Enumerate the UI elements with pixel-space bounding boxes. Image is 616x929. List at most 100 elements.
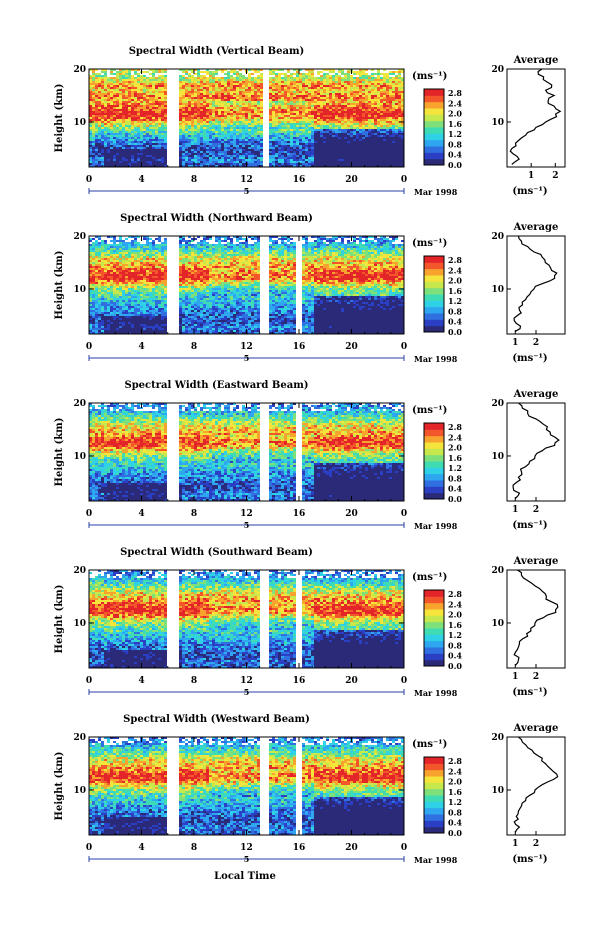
colorbar-tick-label: 2.4 — [448, 766, 462, 776]
x-tick-label: 20 — [345, 509, 358, 519]
x-tick-label: 4 — [138, 175, 144, 185]
average-x-tick-label: 1 — [512, 839, 518, 849]
colorbar-step — [424, 442, 444, 449]
colorbar-tick-label: 2.4 — [448, 599, 462, 609]
date-axis: 5 Mar 1998 — [89, 186, 458, 197]
colorbar-step — [424, 467, 444, 474]
colorbar-tick-label: 0.8 — [448, 807, 462, 817]
average-x-tick-label: 2 — [552, 171, 558, 181]
colorbar: (ms⁻¹)2.82.42.01.61.20.80.40.0 — [412, 405, 462, 504]
average-profile-line — [514, 570, 558, 665]
x-tick-label: 12 — [240, 509, 253, 519]
colorbar-tick-label: 0.0 — [448, 494, 462, 504]
colorbar: (ms⁻¹)2.82.42.01.61.20.80.40.0 — [412, 739, 462, 838]
colorbar-tick-label: 1.6 — [448, 119, 462, 129]
x-tick-label: 4 — [138, 676, 144, 686]
colorbar-tick-label: 0.0 — [448, 327, 462, 337]
colorbar-tick-label: 2.0 — [448, 777, 462, 787]
x-tick-label: 20 — [345, 342, 358, 352]
colorbar-step — [424, 121, 444, 128]
colorbar-step — [424, 95, 444, 102]
colorbar-tick-label: 2.8 — [448, 255, 462, 265]
x-tick-label: 0 — [401, 676, 407, 686]
date-axis: 5 Mar 1998 — [89, 854, 458, 865]
date-label: 5 — [244, 687, 250, 697]
date-label: 5 — [244, 353, 250, 363]
y-tick-label: 10 — [73, 619, 86, 629]
month-label: Mar 1998 — [414, 855, 458, 865]
colorbar-step — [424, 152, 444, 159]
average-frame — [507, 570, 565, 668]
colorbar-tick-label: 0.4 — [448, 651, 462, 661]
average-x-tick-label: 1 — [512, 338, 518, 348]
colorbar-step — [424, 281, 444, 288]
x-tick-label: 8 — [191, 509, 197, 519]
colorbar-tick-label: 0.4 — [448, 317, 462, 327]
y-tick-label: 10 — [73, 452, 86, 462]
colorbar-step — [424, 628, 444, 635]
colorbar-tick-label: 0.8 — [448, 473, 462, 483]
x-tick-label: 4 — [138, 843, 144, 853]
colorbar-step — [424, 827, 444, 834]
colorbar-step — [424, 159, 444, 166]
colorbar-tick-label: 2.8 — [448, 589, 462, 599]
colorbar-tick-label: 2.0 — [448, 610, 462, 620]
panel-2: Spectral Width (Northward Beam)0 4 8 12 16 20… — [54, 213, 565, 364]
panel-1: Spectral Width (Vertical Beam)0 4 8 12 16 20 0… — [54, 46, 565, 197]
x-tick-label: 12 — [240, 843, 253, 853]
average-frame — [507, 236, 565, 334]
colorbar-tick-label: 0.0 — [448, 828, 462, 838]
y-axis-label: Height (km) — [54, 418, 65, 487]
colorbar-step — [424, 140, 444, 147]
colorbar-tick-label: 2.8 — [448, 756, 462, 766]
y-tick-label: 10 — [73, 285, 86, 295]
colorbar-tick-label: 2.8 — [448, 88, 462, 98]
colorbar-tick-label: 1.2 — [448, 463, 462, 473]
average-title: Average — [513, 723, 559, 734]
colorbar-tick-label: 0.0 — [448, 661, 462, 671]
colorbar-step — [424, 275, 444, 282]
x-tick-label: 16 — [293, 843, 306, 853]
colorbar-tick-label: 0.8 — [448, 306, 462, 316]
colorbar-step — [424, 763, 444, 770]
x-tick-label: 8 — [191, 342, 197, 352]
average-title: Average — [513, 222, 559, 233]
month-label: Mar 1998 — [414, 688, 458, 698]
colorbar-tick-label: 2.0 — [448, 109, 462, 119]
colorbar-tick-label: 1.2 — [448, 630, 462, 640]
average-title: Average — [513, 55, 559, 66]
x-tick-label: 20 — [345, 676, 358, 686]
average-unit: (ms⁻¹) — [512, 520, 547, 531]
x-tick-label: 0 — [86, 342, 92, 352]
average-profile-line — [510, 69, 560, 164]
colorbar-tick-label: 1.6 — [448, 620, 462, 630]
month-label: Mar 1998 — [414, 521, 458, 531]
y-tick-label: 10 — [73, 118, 86, 128]
panel-title: Spectral Width (Southward Beam) — [120, 547, 313, 558]
colorbar-tick-label: 0.8 — [448, 139, 462, 149]
colorbar-step — [424, 294, 444, 301]
colorbar-unit: (ms⁻¹) — [412, 238, 447, 249]
month-label: Mar 1998 — [414, 187, 458, 197]
x-tick-label: 20 — [345, 175, 358, 185]
colorbar-tick-label: 0.8 — [448, 640, 462, 650]
colorbar: (ms⁻¹)2.82.42.01.61.20.80.40.0 — [412, 238, 462, 337]
colorbar-unit: (ms⁻¹) — [412, 739, 447, 750]
colorbar-step — [424, 269, 444, 276]
colorbar-tick-label: 0.4 — [448, 150, 462, 160]
colorbar-step — [424, 757, 444, 764]
date-label: 5 — [244, 520, 250, 530]
colorbar-step — [424, 474, 444, 481]
colorbar-step — [424, 622, 444, 629]
average-unit: (ms⁻¹) — [512, 854, 547, 865]
colorbar-step — [424, 127, 444, 134]
heatmap-cells — [89, 69, 404, 167]
colorbar-step — [424, 808, 444, 815]
average-x-tick-label: 2 — [533, 505, 539, 515]
panel-5: Spectral Width (Westward Beam)0 4 8 12 16 20 0… — [54, 714, 565, 865]
average-x-tick-label: 1 — [528, 171, 534, 181]
colorbar-step — [424, 660, 444, 667]
